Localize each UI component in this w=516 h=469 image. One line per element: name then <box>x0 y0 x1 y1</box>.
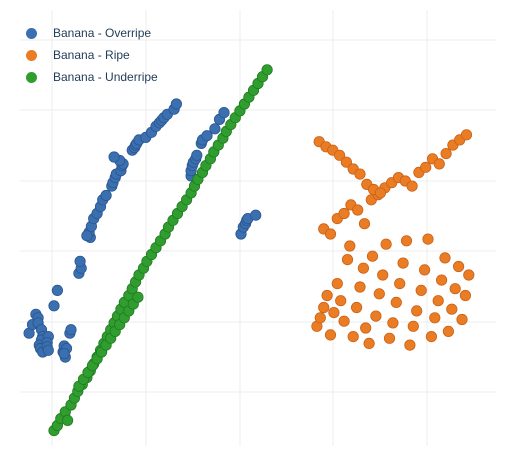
data-point-overripe[interactable] <box>209 123 221 135</box>
data-point-overripe[interactable] <box>58 348 70 360</box>
data-point-overripe[interactable] <box>51 284 64 296</box>
data-point-ripe[interactable] <box>449 283 461 295</box>
data-point-ripe[interactable] <box>328 306 340 319</box>
legend-item-ripe[interactable]: Banana - Ripe <box>26 44 158 66</box>
data-point-ripe[interactable] <box>344 240 356 252</box>
legend-marker-underripe <box>26 71 37 83</box>
data-point-ripe[interactable] <box>373 288 385 300</box>
data-point-ripe[interactable] <box>433 158 445 170</box>
data-point-ripe[interactable] <box>350 301 363 314</box>
series-overripe <box>23 98 262 363</box>
data-point-ripe[interactable] <box>422 233 434 245</box>
data-point-overripe[interactable] <box>250 209 262 221</box>
data-point-ripe[interactable] <box>354 281 366 293</box>
data-point-ripe[interactable] <box>400 235 413 247</box>
data-point-ripe[interactable] <box>338 207 350 220</box>
data-point-ripe[interactable] <box>418 264 431 276</box>
data-point-ripe[interactable] <box>358 218 371 230</box>
data-point-ripe[interactable] <box>380 238 392 250</box>
data-point-ripe[interactable] <box>352 204 364 216</box>
data-point-ripe[interactable] <box>425 330 437 343</box>
data-point-overripe[interactable] <box>108 151 120 163</box>
data-point-ripe[interactable] <box>354 168 366 180</box>
data-point-ripe[interactable] <box>435 274 448 286</box>
data-point-underripe[interactable] <box>261 64 273 76</box>
data-point-ripe[interactable] <box>366 250 379 262</box>
data-point-overripe[interactable] <box>48 300 60 312</box>
data-point-overripe[interactable] <box>81 230 93 242</box>
data-point-ripe[interactable] <box>338 315 350 327</box>
data-point-ripe[interactable] <box>446 303 458 315</box>
data-point-ripe[interactable] <box>324 228 337 240</box>
legend-label-underripe: Banana - Underripe <box>53 70 158 84</box>
data-point-overripe[interactable] <box>74 255 86 267</box>
data-point-overripe[interactable] <box>170 98 182 110</box>
data-point-ripe[interactable] <box>394 277 406 290</box>
data-point-overripe[interactable] <box>65 324 77 336</box>
data-point-ripe[interactable] <box>324 329 337 341</box>
data-point-ripe[interactable] <box>429 312 441 324</box>
data-point-ripe[interactable] <box>335 295 347 307</box>
data-point-ripe[interactable] <box>459 289 471 302</box>
data-point-ripe[interactable] <box>415 284 427 296</box>
data-point-ripe[interactable] <box>420 161 432 173</box>
data-point-ripe[interactable] <box>432 295 444 307</box>
data-point-ripe[interactable] <box>397 257 409 269</box>
data-point-ripe[interactable] <box>340 156 352 168</box>
data-point-ripe[interactable] <box>460 129 473 141</box>
legend: Banana - Overripe Banana - Ripe Banana -… <box>26 22 158 88</box>
data-point-overripe[interactable] <box>42 344 54 356</box>
data-point-underripe[interactable] <box>61 414 74 426</box>
data-point-ripe[interactable] <box>363 337 375 349</box>
data-point-ripe[interactable] <box>387 317 399 329</box>
data-point-ripe[interactable] <box>404 339 416 351</box>
data-point-ripe[interactable] <box>318 301 330 314</box>
data-point-ripe[interactable] <box>347 330 359 343</box>
data-point-overripe[interactable] <box>100 189 112 202</box>
data-point-ripe[interactable] <box>463 269 475 281</box>
data-point-ripe[interactable] <box>360 322 372 334</box>
data-point-underripe[interactable] <box>132 291 144 303</box>
data-point-ripe[interactable] <box>370 310 382 322</box>
legend-label-overripe: Banana - Overripe <box>53 26 152 40</box>
series-ripe <box>311 129 475 351</box>
data-point-ripe[interactable] <box>452 260 465 273</box>
data-point-ripe[interactable] <box>331 277 343 290</box>
data-point-ripe[interactable] <box>321 289 333 302</box>
data-point-overripe[interactable] <box>218 107 230 119</box>
data-point-ripe[interactable] <box>377 269 389 281</box>
data-point-overripe[interactable] <box>191 149 203 161</box>
series-underripe <box>48 64 273 437</box>
data-point-ripe[interactable] <box>357 262 369 274</box>
data-point-ripe[interactable] <box>411 305 423 317</box>
data-point-ripe[interactable] <box>383 332 396 344</box>
legend-label-ripe: Banana - Ripe <box>53 48 130 62</box>
data-point-ripe[interactable] <box>333 149 346 161</box>
data-point-ripe[interactable] <box>341 254 354 266</box>
data-point-ripe[interactable] <box>390 296 402 308</box>
legend-marker-ripe <box>26 49 37 61</box>
legend-marker-overripe <box>26 27 37 39</box>
data-point-ripe[interactable] <box>439 252 451 264</box>
data-point-ripe[interactable] <box>314 312 326 324</box>
data-point-ripe[interactable] <box>456 313 468 326</box>
data-point-ripe[interactable] <box>440 148 452 160</box>
data-point-ripe[interactable] <box>406 180 418 192</box>
data-point-ripe[interactable] <box>407 320 419 332</box>
data-point-ripe[interactable] <box>374 187 386 199</box>
data-point-overripe[interactable] <box>201 130 213 142</box>
legend-item-overripe[interactable]: Banana - Overripe <box>26 22 158 44</box>
legend-item-underripe[interactable]: Banana - Underripe <box>26 66 158 88</box>
data-point-ripe[interactable] <box>442 325 454 337</box>
